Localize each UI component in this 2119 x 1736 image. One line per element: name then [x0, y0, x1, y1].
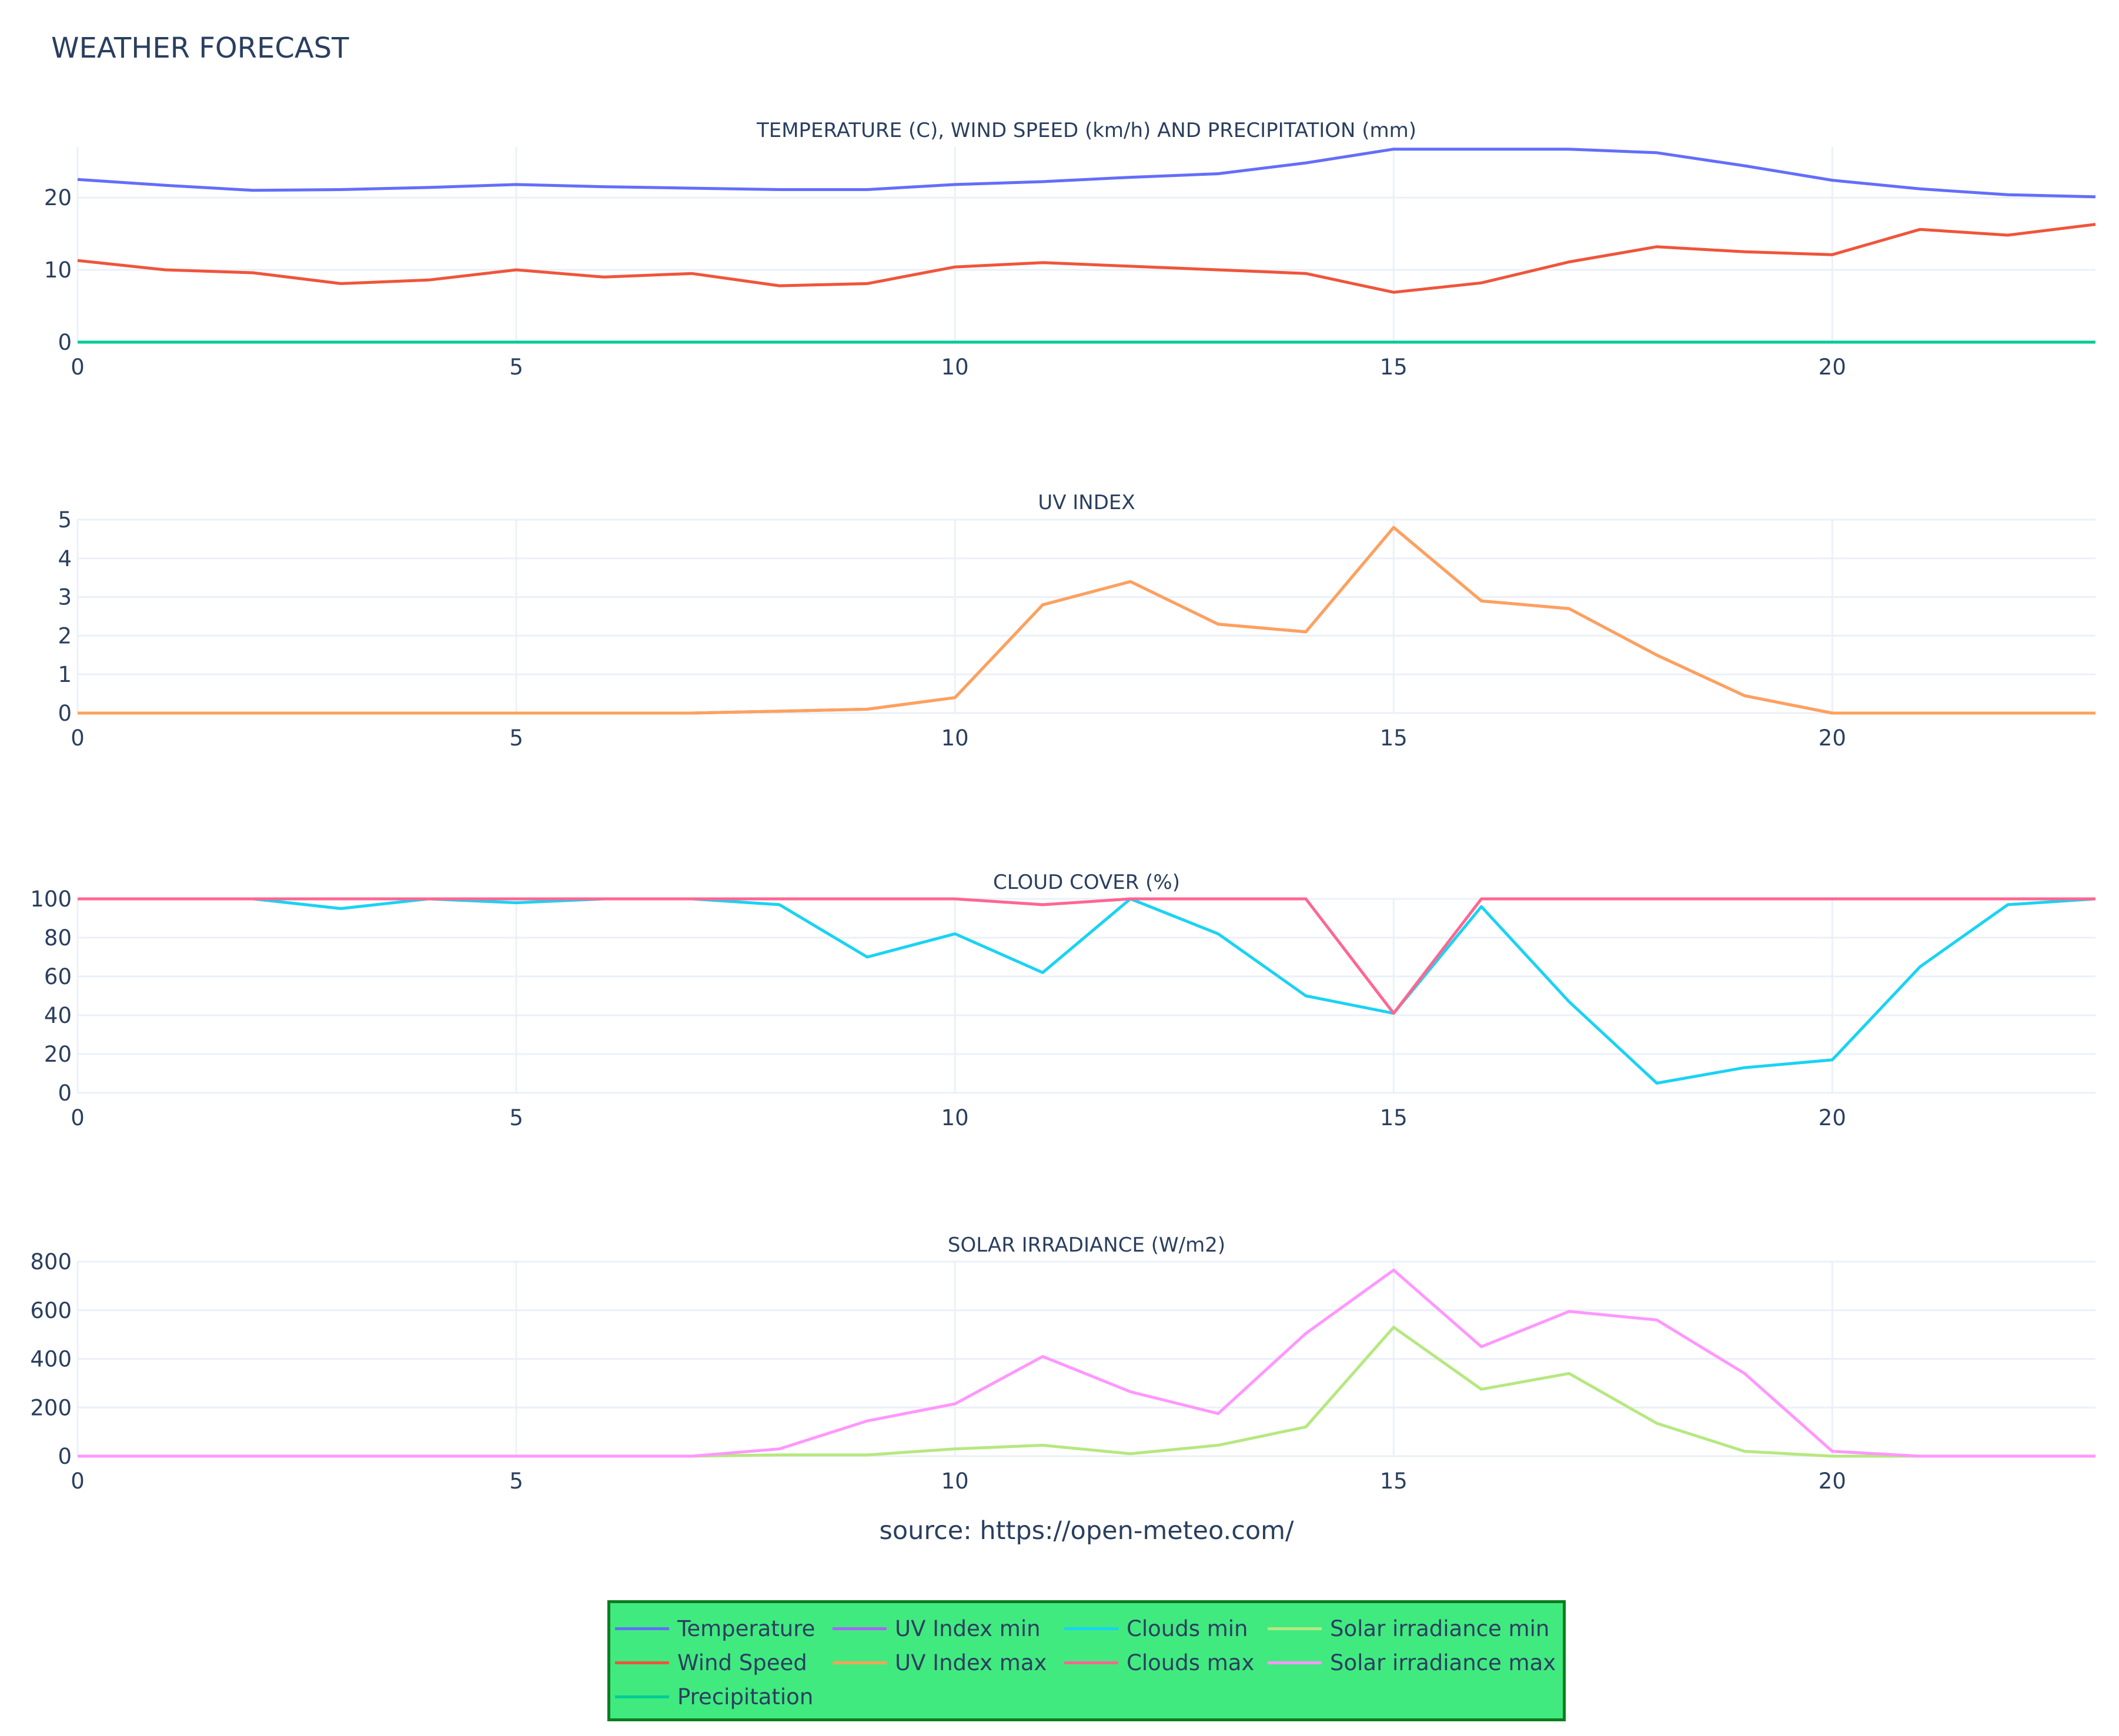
x-tick-label: 10	[941, 725, 969, 751]
series-line-uv-index-max	[78, 526, 2095, 715]
legend-item-temperature[interactable]: Temperature	[615, 1614, 815, 1643]
chart-panel-2: CLOUD COVER (%) 0 5 10 15 20 0 20 40 60 80 100	[30, 871, 2096, 1130]
x-tick-label: 5	[509, 725, 523, 751]
x-tick-label: 20	[1819, 1105, 1846, 1130]
series-line-wind-speed	[77, 223, 2096, 294]
legend-swatch-wind-speed	[615, 1661, 669, 1664]
x-tick-label: 0	[71, 1469, 85, 1494]
legend-label-solar-irradiance-max: Solar irradiance max	[1330, 1650, 1556, 1675]
x-tick-label: 5	[509, 354, 523, 380]
series-line-solar-irradiance-max	[78, 1269, 2095, 1458]
x-tick-label: 0	[71, 354, 85, 380]
y-tick-label: 5	[58, 507, 72, 533]
y-tick-label: 600	[30, 1298, 72, 1323]
series-line-clouds-max	[78, 897, 2095, 1015]
legend-item-uv-index-min[interactable]: UV Index min	[833, 1614, 1041, 1643]
y-tick-label: 4	[58, 546, 72, 571]
legend-swatch-temperature	[615, 1627, 669, 1630]
chart-panel-1: UV INDEX 0 5 10 15 20 0 1 2 3 4 5	[58, 491, 2095, 751]
y-tick-label: 400	[30, 1347, 72, 1372]
y-tick-label: 60	[44, 964, 72, 989]
legend-swatch-solar-irradiance-max	[1268, 1661, 1322, 1664]
legend-item-solar-irradiance-max[interactable]: Solar irradiance max	[1268, 1648, 1556, 1677]
y-tick-label: 2	[58, 623, 72, 648]
legend: Temperature Wind Speed Precipitation UV …	[607, 1600, 1566, 1721]
x-tick-label: 20	[1819, 354, 1846, 380]
y-tick-label: 0	[58, 330, 72, 355]
y-tick-label: 0	[58, 701, 72, 726]
x-tick-label: 0	[71, 725, 85, 751]
chart-panel-0: TEMPERATURE (C), WIND SPEED (km/h) AND P…	[44, 119, 2096, 380]
legend-item-clouds-max[interactable]: Clouds max	[1064, 1648, 1254, 1677]
y-tick-label: 0	[58, 1444, 72, 1469]
legend-swatch-clouds-max	[1064, 1661, 1118, 1664]
legend-item-uv-index-max[interactable]: UV Index max	[833, 1648, 1047, 1677]
y-tick-label: 1	[58, 662, 72, 687]
x-tick-label: 10	[941, 354, 969, 380]
legend-swatch-uv-index-max	[833, 1661, 887, 1664]
y-tick-label: 800	[30, 1249, 72, 1275]
legend-label-uv-index-min: UV Index min	[895, 1615, 1041, 1641]
legend-label-wind-speed: Wind Speed	[677, 1650, 807, 1675]
x-tick-label: 5	[509, 1105, 523, 1130]
panel-title: UV INDEX	[1038, 491, 1135, 514]
legend-label-clouds-max: Clouds max	[1127, 1650, 1255, 1675]
legend-item-clouds-min[interactable]: Clouds min	[1064, 1614, 1248, 1643]
x-tick-label: 15	[1380, 354, 1408, 380]
y-tick-label: 20	[44, 185, 72, 210]
chart-panel-3: SOLAR IRRADIANCE (W/m2)0 5 10 15 20020040060…	[30, 1233, 2095, 1494]
legend-swatch-solar-irradiance-min	[1268, 1627, 1322, 1630]
y-tick-label: 0	[58, 1081, 72, 1106]
legend-label-clouds-min: Clouds min	[1127, 1615, 1248, 1641]
source-note: source: https://open-meteo.com/	[879, 1516, 1294, 1546]
legend-item-solar-irradiance-min[interactable]: Solar irradiance min	[1268, 1614, 1549, 1643]
x-tick-label: 15	[1380, 1105, 1408, 1130]
legend-label-temperature: Temperature	[677, 1615, 815, 1641]
legend-item-precipitation[interactable]: Precipitation	[615, 1682, 813, 1711]
x-tick-label: 10	[941, 1105, 969, 1130]
y-tick-label: 40	[44, 1003, 72, 1028]
series-line-clouds-min	[78, 897, 2096, 1085]
series-line-temperature	[77, 148, 2096, 199]
y-tick-label: 20	[44, 1042, 72, 1067]
panel-title: TEMPERATURE (C), WIND SPEED (km/h) AND P…	[756, 119, 1416, 142]
y-tick-label: 100	[30, 887, 72, 912]
legend-swatch-precipitation	[615, 1695, 669, 1698]
y-tick-label: 3	[58, 585, 72, 610]
x-tick-label: 15	[1380, 725, 1408, 751]
legend-label-solar-irradiance-min: Solar irradiance min	[1330, 1615, 1550, 1641]
series-line-uv-index-min	[78, 526, 2095, 715]
legend-label-uv-index-max: UV Index max	[895, 1650, 1047, 1675]
chart-panels: TEMPERATURE (C), WIND SPEED (km/h) AND P…	[30, 119, 2096, 1494]
legend-swatch-clouds-min	[1064, 1627, 1118, 1630]
panel-title: CLOUD COVER (%)	[993, 871, 1180, 894]
panel-title: SOLAR IRRADIANCE (W/m2)	[948, 1233, 1225, 1257]
x-tick-label: 20	[1819, 1469, 1846, 1494]
series-line-solar-irradiance-min	[78, 1326, 2095, 1458]
x-tick-label: 20	[1819, 725, 1846, 751]
legend-label-precipitation: Precipitation	[677, 1684, 814, 1710]
legend-swatch-uv-index-min	[833, 1627, 887, 1630]
x-tick-label: 15	[1380, 1469, 1408, 1494]
legend-item-wind-speed[interactable]: Wind Speed	[615, 1648, 807, 1677]
x-tick-label: 10	[941, 1469, 969, 1494]
figure-title: WEATHER FORECAST	[51, 32, 349, 65]
y-tick-label: 80	[44, 925, 72, 951]
x-tick-label: 0	[71, 1105, 85, 1130]
y-tick-label: 10	[44, 257, 72, 283]
x-tick-label: 5	[509, 1469, 523, 1494]
y-tick-label: 200	[30, 1395, 72, 1420]
